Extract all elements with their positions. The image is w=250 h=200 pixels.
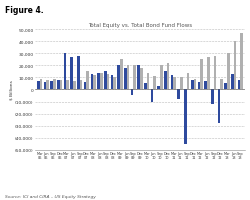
Bar bbox=[70, 58, 73, 90]
Bar bbox=[151, 90, 154, 102]
Bar bbox=[37, 82, 40, 90]
Bar bbox=[227, 54, 230, 90]
Bar bbox=[80, 81, 82, 90]
Text: Figure 4.: Figure 4. bbox=[5, 6, 44, 15]
Bar bbox=[220, 79, 223, 90]
Bar bbox=[97, 73, 100, 90]
Bar bbox=[158, 86, 160, 90]
Bar bbox=[194, 79, 196, 90]
Bar bbox=[77, 56, 80, 90]
Bar bbox=[100, 73, 102, 90]
Bar bbox=[73, 82, 76, 90]
Bar bbox=[154, 77, 156, 90]
Bar bbox=[214, 56, 216, 90]
Bar bbox=[191, 80, 194, 90]
Bar bbox=[144, 84, 147, 90]
Bar bbox=[131, 90, 133, 96]
Bar bbox=[187, 73, 190, 90]
Bar bbox=[207, 58, 210, 90]
Bar bbox=[140, 68, 143, 90]
Bar bbox=[164, 72, 167, 90]
Bar bbox=[90, 74, 93, 90]
Bar bbox=[178, 90, 180, 100]
Bar bbox=[46, 80, 49, 90]
Bar bbox=[133, 66, 136, 90]
Title: Total Equity vs. Total Bond Fund Flows: Total Equity vs. Total Bond Fund Flows bbox=[88, 23, 192, 28]
Bar bbox=[117, 66, 120, 90]
Bar bbox=[184, 90, 187, 144]
Bar bbox=[106, 74, 109, 90]
Bar bbox=[167, 64, 170, 90]
Bar bbox=[110, 76, 113, 90]
Bar bbox=[180, 78, 183, 90]
Bar bbox=[218, 90, 220, 124]
Bar bbox=[113, 78, 116, 90]
Bar bbox=[238, 80, 240, 90]
Bar bbox=[160, 66, 163, 90]
Bar bbox=[44, 82, 46, 90]
Bar bbox=[240, 34, 243, 90]
Bar bbox=[198, 83, 200, 90]
Bar bbox=[174, 78, 176, 90]
Bar bbox=[40, 79, 42, 90]
Bar bbox=[224, 84, 227, 90]
Bar bbox=[171, 76, 173, 90]
Bar bbox=[66, 80, 69, 90]
Bar bbox=[120, 60, 122, 90]
Bar bbox=[200, 60, 203, 90]
Text: Source: ICI and CIRA – US Equity Strategy: Source: ICI and CIRA – US Equity Strateg… bbox=[5, 194, 96, 198]
Bar bbox=[124, 68, 126, 90]
Bar bbox=[234, 42, 236, 90]
Bar bbox=[57, 81, 60, 90]
Bar bbox=[231, 74, 234, 90]
Bar bbox=[126, 66, 129, 90]
Bar bbox=[84, 83, 86, 90]
Bar bbox=[50, 82, 53, 90]
Bar bbox=[86, 72, 89, 90]
Bar bbox=[147, 73, 149, 90]
Bar bbox=[137, 66, 140, 90]
Bar bbox=[93, 76, 96, 90]
Bar bbox=[204, 82, 207, 90]
Y-axis label: $ Billions: $ Billions bbox=[10, 80, 14, 100]
Bar bbox=[104, 72, 106, 90]
Bar bbox=[211, 90, 214, 104]
Bar bbox=[60, 80, 62, 90]
Bar bbox=[64, 54, 66, 90]
Bar bbox=[53, 79, 56, 90]
